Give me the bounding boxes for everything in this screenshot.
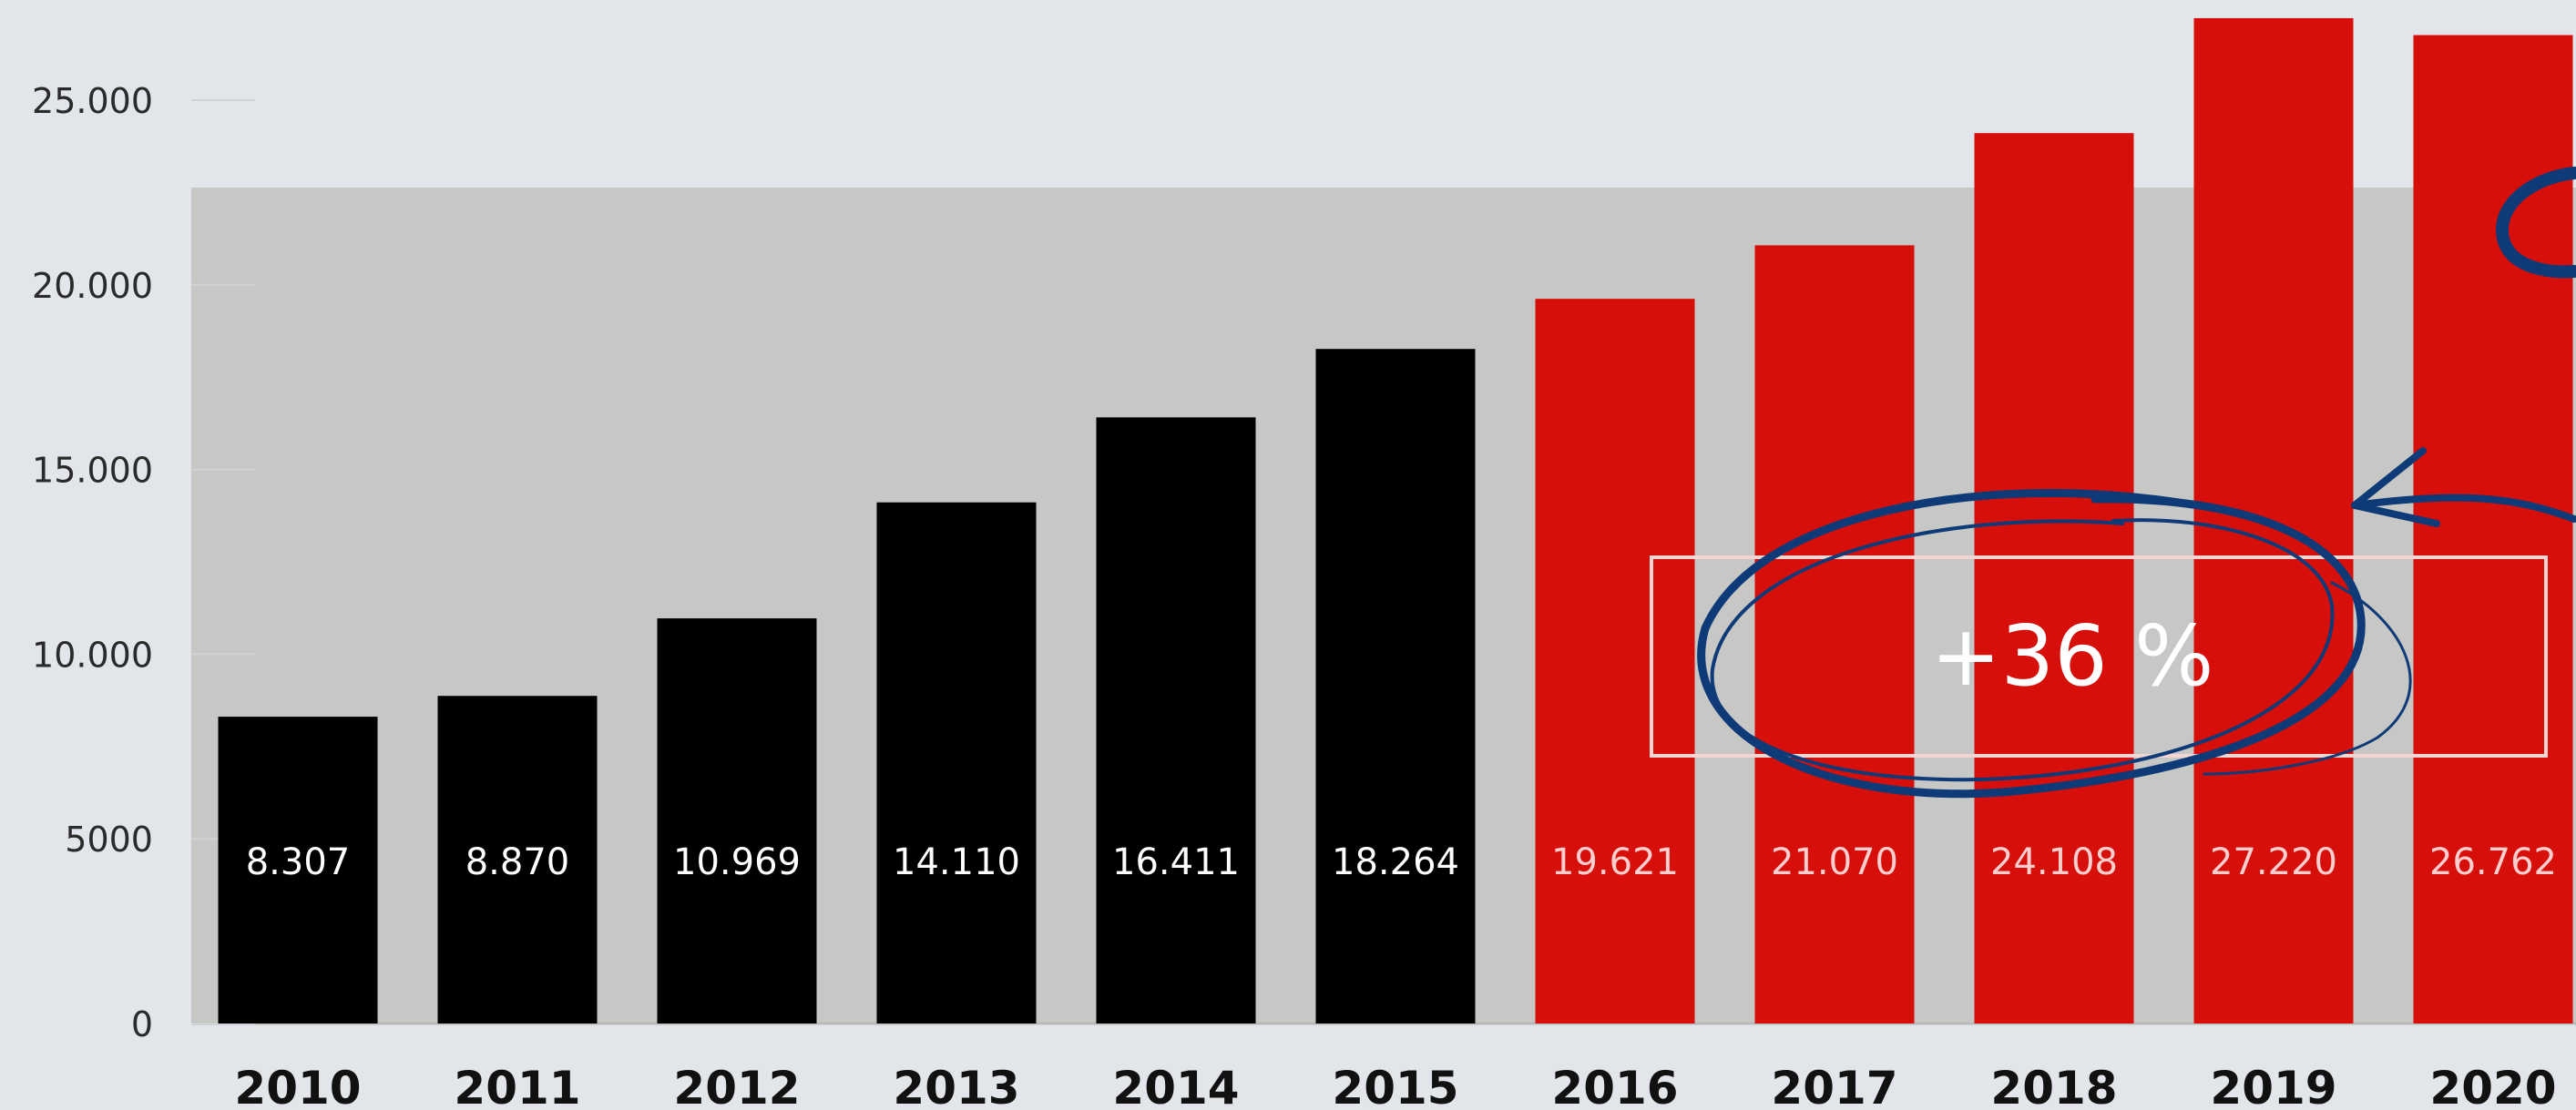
ink-arrow-head xyxy=(2351,447,2440,527)
x-tick-label-2017: 2017 xyxy=(1771,1062,1897,1110)
bar-2014 xyxy=(1096,417,1256,1023)
y-tick-label: 5000 xyxy=(65,820,153,860)
ink-curl xyxy=(2496,167,2576,279)
y-tick-label: 10.000 xyxy=(32,635,153,675)
annotation-box xyxy=(1650,555,2548,758)
x-tick-label-2014: 2014 xyxy=(1112,1062,1239,1110)
growth-percent-label: +36 % xyxy=(1931,607,2214,705)
bar-2013 xyxy=(876,502,1037,1023)
data-label-2011: 8.870 xyxy=(465,841,570,883)
x-tick-label-2016: 2016 xyxy=(1551,1062,1678,1110)
data-label-2019: 27.220 xyxy=(2210,841,2337,883)
x-tick-label-2010: 2010 xyxy=(234,1062,361,1110)
bar-2020 xyxy=(2413,35,2573,1023)
growth-annotation: +36 % xyxy=(1650,167,2576,799)
x-axis: 2010 2011 2012 2013 2014 2015 2016 2017 2018 2019… xyxy=(234,1062,2556,1110)
bar-2016 xyxy=(1535,299,1695,1023)
x-tick-label-2019: 2019 xyxy=(2210,1062,2336,1110)
y-axis: 0 5000 10.000 15.000 20.000 25.000 xyxy=(32,81,2576,1044)
ink-loop-tail xyxy=(2203,581,2412,776)
data-labels: 8.307 8.870 10.969 14.110 16.411 18.264 19.621… xyxy=(246,841,2557,883)
bar-2010 xyxy=(218,717,378,1023)
y-tick-label: 20.000 xyxy=(32,266,153,306)
x-tick-label-2018: 2018 xyxy=(1990,1062,2117,1110)
bar-2018 xyxy=(1974,133,2134,1024)
x-tick-label-2015: 2015 xyxy=(1332,1062,1458,1110)
ink-arrow-shaft xyxy=(2351,494,2576,523)
data-label-2018: 24.108 xyxy=(1990,841,2118,883)
bars xyxy=(218,17,2573,1024)
y-tick-label: 25.000 xyxy=(32,81,153,121)
data-label-2010: 8.307 xyxy=(246,841,351,883)
data-label-2012: 10.969 xyxy=(673,841,801,883)
x-tick-label-2011: 2011 xyxy=(454,1062,580,1110)
x-tick-label-2013: 2013 xyxy=(893,1062,1019,1110)
bar-2015 xyxy=(1315,349,1476,1023)
bar-2017 xyxy=(1754,245,1915,1024)
ink-loop-outer xyxy=(1697,489,2366,799)
x-tick-label-2012: 2012 xyxy=(673,1062,800,1110)
bar-2012 xyxy=(657,618,817,1023)
ink-loop-inner xyxy=(1710,518,2335,782)
y-tick-label: 0 xyxy=(131,1004,153,1044)
data-label-2016: 19.621 xyxy=(1551,841,1679,883)
x-tick-label-2020: 2020 xyxy=(2429,1062,2556,1110)
data-label-2014: 16.411 xyxy=(1112,841,1240,883)
bar-2011 xyxy=(437,696,598,1023)
data-label-2020: 26.762 xyxy=(2429,841,2557,883)
data-label-2017: 21.070 xyxy=(1771,841,1898,883)
data-label-2015: 18.264 xyxy=(1332,841,1459,883)
y-tick-label: 15.000 xyxy=(32,451,153,491)
data-label-2013: 14.110 xyxy=(893,841,1020,883)
